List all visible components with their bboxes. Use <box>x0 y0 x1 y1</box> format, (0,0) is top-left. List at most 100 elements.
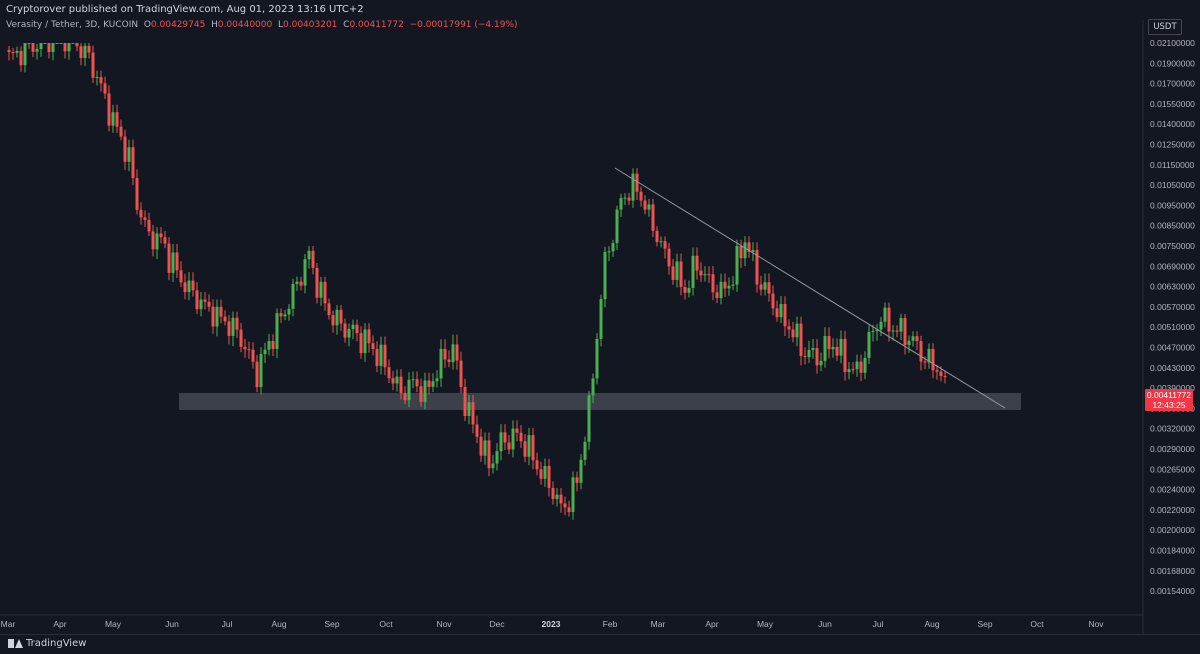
candle-body <box>499 432 503 452</box>
candle-body <box>395 376 399 384</box>
candle-body <box>371 343 375 350</box>
candle-body <box>55 43 59 44</box>
candle-body <box>887 307 891 332</box>
price-tick-label: 0.01700000 <box>1150 79 1195 89</box>
tradingview-brand[interactable]: TradingView <box>8 638 86 649</box>
candle-body <box>479 436 483 456</box>
candle-body <box>323 281 327 304</box>
candle-body <box>619 198 623 210</box>
candle-body <box>943 375 947 377</box>
candle-body <box>927 348 931 363</box>
candle-body <box>559 494 563 504</box>
last-price-badge: 0.00411772 12:43:25 <box>1145 389 1193 411</box>
candle-body <box>211 306 215 327</box>
candle-body <box>515 428 519 433</box>
candle-body <box>387 367 391 379</box>
candle-body <box>311 250 315 268</box>
candle-body <box>779 304 783 318</box>
price-tick-label: 0.00690000 <box>1150 261 1195 271</box>
candle-body <box>183 282 187 293</box>
time-tick-label: Jul <box>222 619 233 629</box>
candle-body <box>299 281 303 286</box>
candle-body <box>339 309 343 324</box>
candle-body <box>711 274 715 293</box>
time-scale[interactable]: Mar Apr May Jun Jul Aug Sep Oct Nov Dec 2023 Feb Mar… <box>1 619 1105 629</box>
candle-body <box>807 349 811 358</box>
candle-body <box>151 231 155 250</box>
symbol-name[interactable]: Verasity / Tether, 3D, KUCOIN <box>6 20 139 30</box>
candle-body <box>583 441 587 460</box>
price-tick-label: 0.00470000 <box>1150 343 1195 353</box>
candle-body <box>675 261 679 280</box>
candle-body <box>639 191 643 201</box>
candle-body <box>467 402 471 416</box>
candle-body <box>755 249 759 285</box>
candle-body <box>319 281 323 298</box>
candle-body <box>195 290 199 310</box>
candle-body <box>367 329 371 344</box>
candles-layer <box>7 43 947 520</box>
candle-body <box>79 46 83 58</box>
candle-body <box>891 330 895 332</box>
tradingview-logo-icon <box>8 639 23 648</box>
time-tick-label: Jun <box>818 619 832 629</box>
candle-body <box>867 331 871 358</box>
candle-body <box>247 349 251 351</box>
candle-body <box>63 43 67 52</box>
time-tick-label: Dec <box>489 619 505 629</box>
candle-body <box>127 147 131 162</box>
price-change: −0.00017991 (−4.19%) <box>409 20 518 30</box>
symbol-legend[interactable]: Verasity / Tether, 3D, KUCOIN O0.0042974… <box>6 20 518 30</box>
price-tick-label: 0.00154000 <box>1150 586 1195 596</box>
candle-body <box>263 349 267 355</box>
support-zone[interactable] <box>179 393 1021 410</box>
price-tick-label: 0.00200000 <box>1150 525 1195 535</box>
candle-body <box>535 460 539 470</box>
candle-body <box>523 441 527 457</box>
candle-body <box>23 43 27 66</box>
candle-body <box>543 466 547 479</box>
price-tick-label: 0.01400000 <box>1150 119 1195 129</box>
candle-body <box>35 48 39 52</box>
candle-body <box>51 43 55 53</box>
candle-body <box>703 274 707 276</box>
time-tick-label: Aug <box>924 619 939 629</box>
candle-body <box>899 318 903 332</box>
time-tick-label: Nov <box>1088 619 1104 629</box>
price-tick-label: 0.00265000 <box>1150 464 1195 474</box>
descending-trendline[interactable] <box>614 167 1006 409</box>
candle-body <box>255 361 259 388</box>
candle-body <box>7 50 11 53</box>
candle-body <box>923 361 927 363</box>
candle-body <box>379 344 383 366</box>
candle-body <box>271 341 275 349</box>
price-tick-label: 0.00510000 <box>1150 322 1195 332</box>
candle-body <box>763 282 767 290</box>
candle-body <box>495 451 499 464</box>
candle-body <box>539 469 543 479</box>
candle-body <box>631 173 635 201</box>
candle-body <box>239 329 243 347</box>
candle-body <box>407 379 411 401</box>
candle-body <box>587 395 591 442</box>
price-tick-label: 0.00850000 <box>1150 221 1195 231</box>
candle-body <box>615 209 619 244</box>
candle-body <box>663 241 667 249</box>
currency-button[interactable]: USDT <box>1148 19 1182 35</box>
candle-body <box>99 77 103 84</box>
time-tick-label: Aug <box>271 619 286 629</box>
ohlc-close-value: 0.00411772 <box>349 20 404 30</box>
candle-body <box>139 209 143 218</box>
time-tick-label: Apr <box>53 619 66 629</box>
candle-body <box>935 370 939 372</box>
time-tick-label: Oct <box>1030 619 1044 629</box>
candle-body <box>715 292 719 298</box>
candle-body <box>579 459 583 483</box>
candle-body <box>931 348 935 371</box>
candle-body <box>871 331 875 333</box>
price-tick-label: 0.00630000 <box>1150 282 1195 292</box>
last-price-badge-bg <box>1145 389 1193 411</box>
candle-body <box>647 204 651 210</box>
candle-body <box>651 204 655 231</box>
